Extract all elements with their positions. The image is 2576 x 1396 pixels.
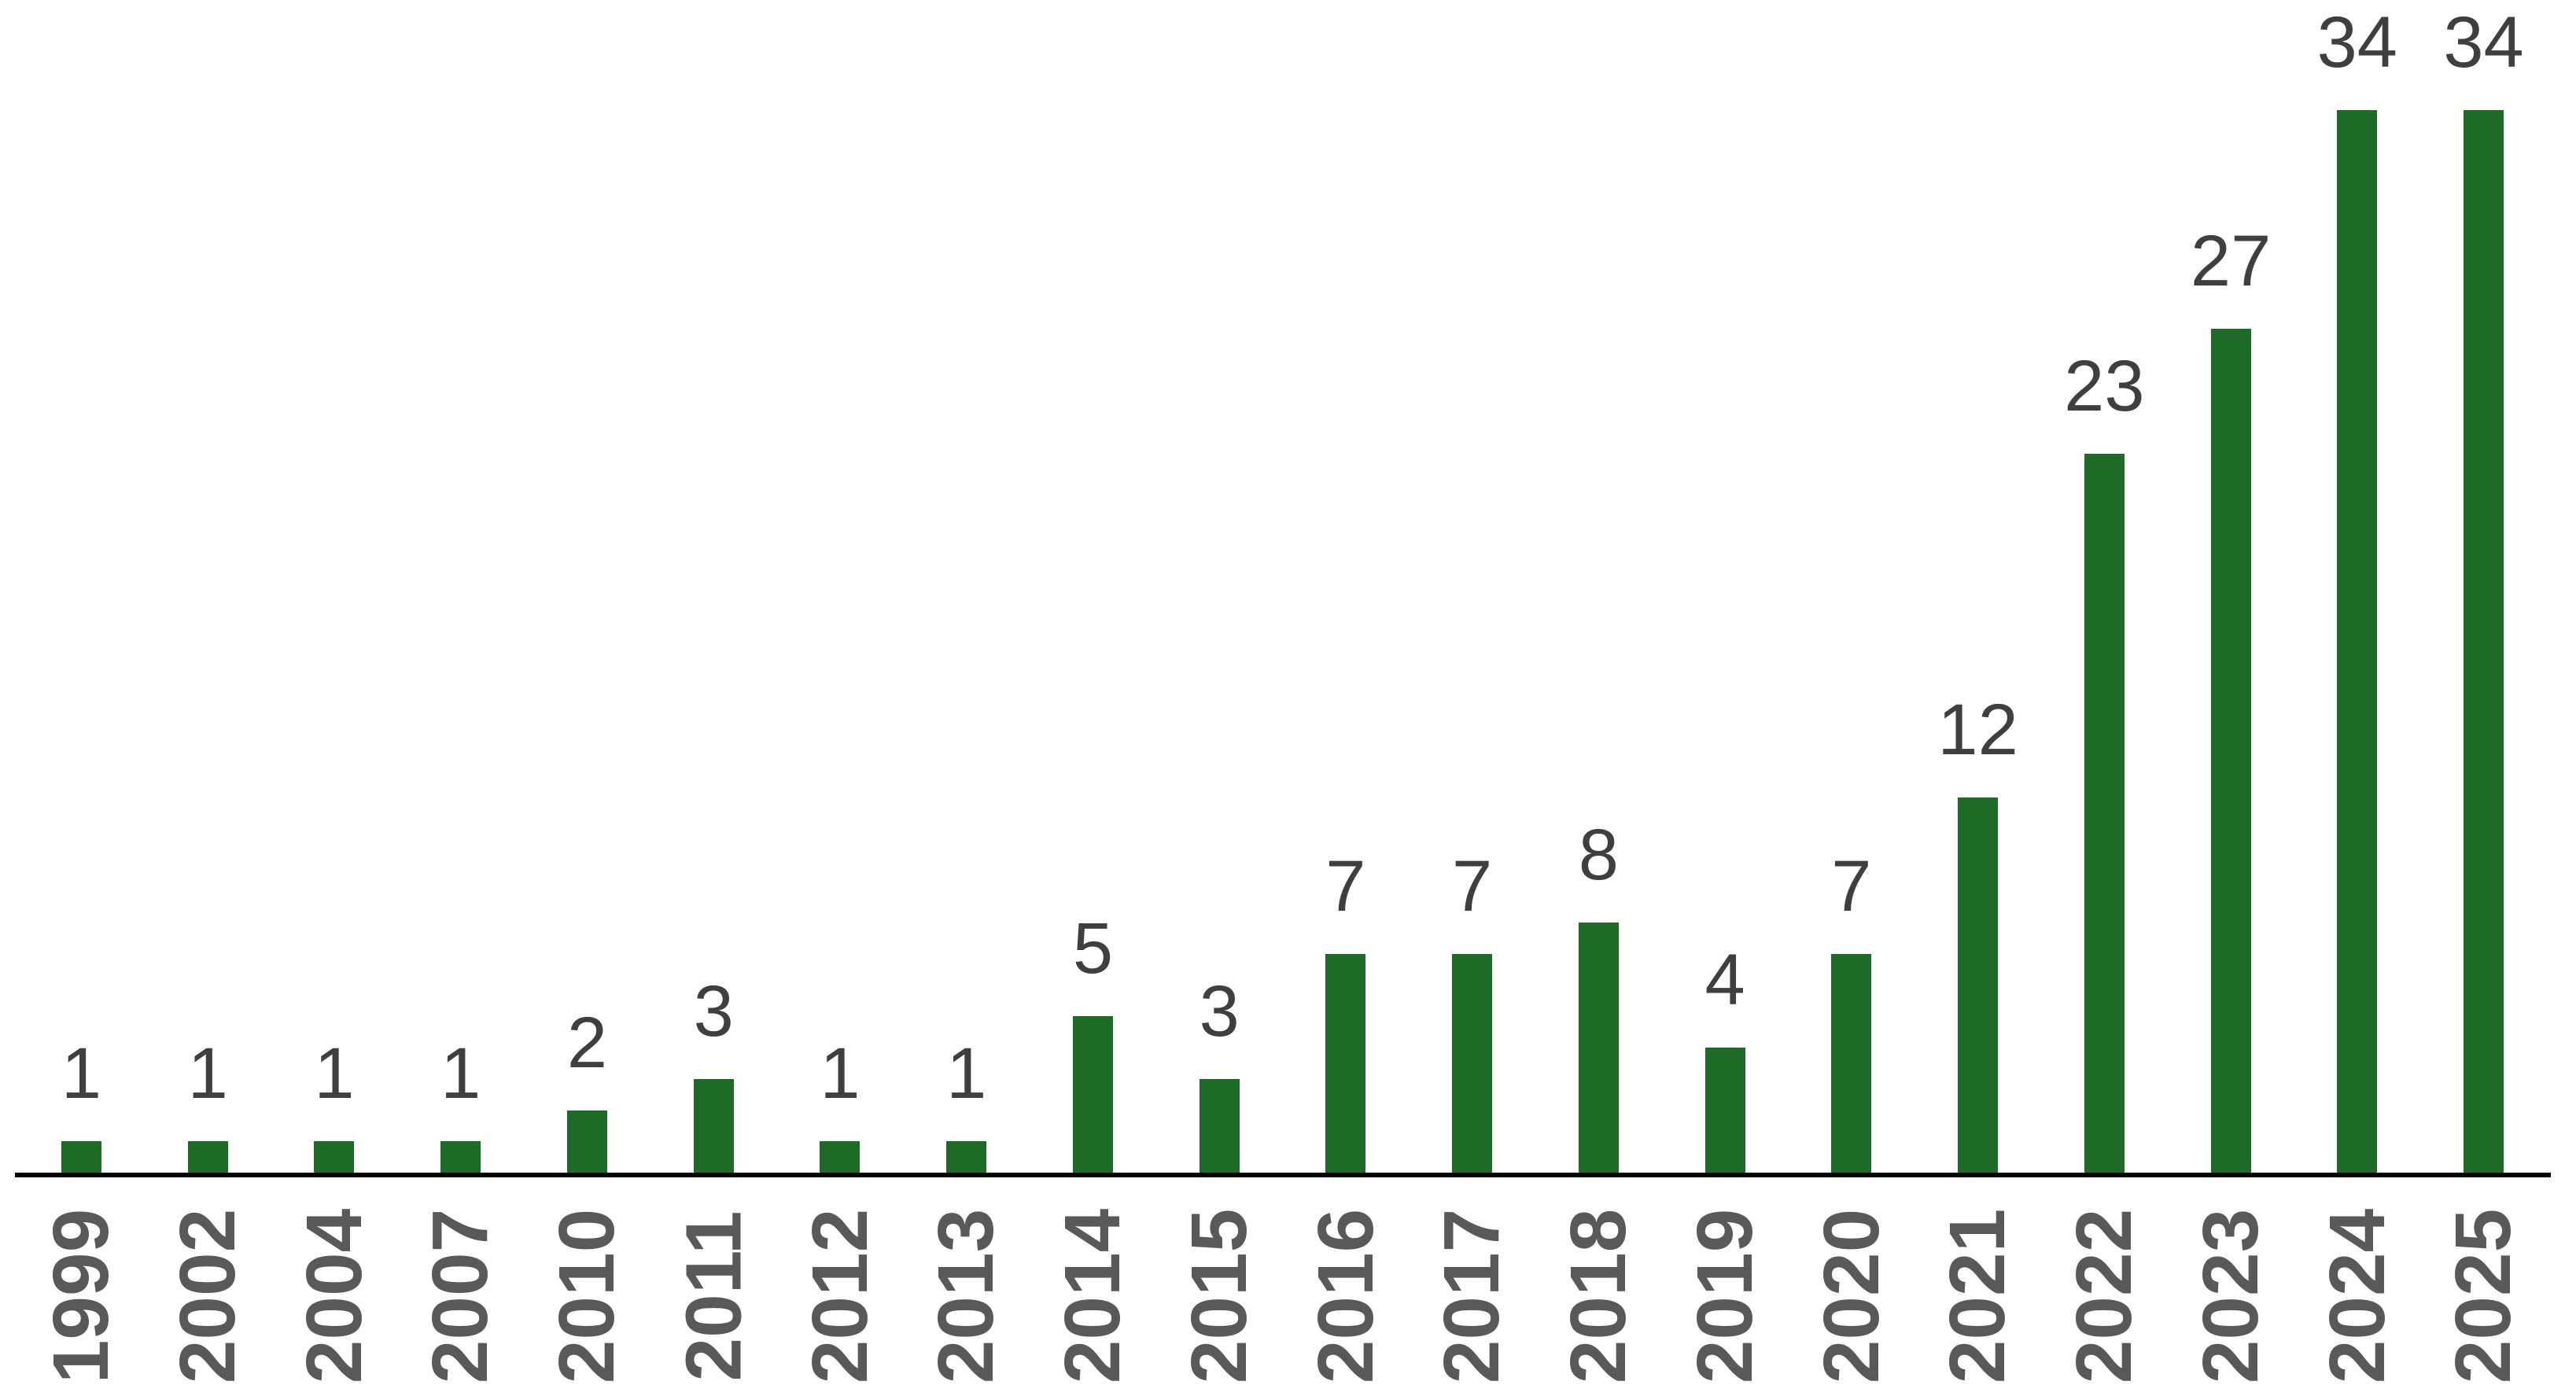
bar-2007 bbox=[440, 1141, 481, 1173]
bar-1999 bbox=[61, 1141, 101, 1173]
x-tick-label: 2022 bbox=[2060, 1208, 2149, 1384]
bar-value-label-2016: 7 bbox=[1325, 846, 1366, 926]
bar-value-label-2015: 3 bbox=[1199, 971, 1240, 1052]
x-tick-label: 2025 bbox=[2439, 1208, 2528, 1384]
bar-2018 bbox=[1578, 923, 1619, 1173]
x-tick-label: 2007 bbox=[416, 1208, 505, 1384]
x-tick-label: 2020 bbox=[1807, 1208, 1896, 1384]
bar-value-label-2019: 4 bbox=[1704, 940, 1745, 1020]
x-tick-2025: 2025 bbox=[2396, 1209, 2572, 1383]
bar-2021 bbox=[1958, 797, 1999, 1173]
x-axis-line bbox=[15, 1173, 2551, 1177]
bar-2013 bbox=[946, 1141, 987, 1173]
bar-value-label-2018: 8 bbox=[1578, 815, 1619, 895]
bar-value-label-2014: 5 bbox=[1072, 908, 1113, 989]
x-tick-label: 2023 bbox=[2187, 1208, 2276, 1384]
x-tick-label: 2019 bbox=[1681, 1208, 1770, 1384]
x-tick-label: 2013 bbox=[922, 1208, 1011, 1384]
bar-2019 bbox=[1704, 1048, 1745, 1173]
bar-2025 bbox=[2464, 110, 2504, 1173]
bar-2022 bbox=[2084, 454, 2125, 1173]
x-tick-label: 2011 bbox=[669, 1210, 758, 1382]
bar-2010 bbox=[566, 1111, 607, 1173]
bar-2020 bbox=[1831, 954, 1872, 1173]
x-tick-label: 2016 bbox=[1301, 1208, 1390, 1384]
x-tick-label: 2021 bbox=[1933, 1208, 2022, 1384]
bar-2014 bbox=[1072, 1016, 1113, 1173]
bar-2012 bbox=[820, 1141, 861, 1173]
bar-value-label-2011: 3 bbox=[693, 971, 734, 1052]
bar-value-label-2013: 1 bbox=[946, 1033, 987, 1114]
x-tick-label: 2004 bbox=[289, 1208, 378, 1384]
bar-2015 bbox=[1199, 1079, 1240, 1173]
bar-2024 bbox=[2337, 110, 2378, 1173]
x-tick-label: 2010 bbox=[543, 1208, 632, 1384]
bar-value-label-2021: 12 bbox=[1937, 690, 2018, 770]
x-tick-label: 2017 bbox=[1428, 1208, 1516, 1384]
bar-value-label-2017: 7 bbox=[1452, 846, 1493, 926]
x-tick-label: 2014 bbox=[1048, 1208, 1137, 1384]
bar-value-label-2002: 1 bbox=[187, 1033, 228, 1114]
bar-value-label-2024: 34 bbox=[2316, 2, 2397, 83]
x-tick-label: 2024 bbox=[2313, 1208, 2401, 1384]
bar-value-label-2023: 27 bbox=[2190, 221, 2272, 301]
bar-value-label-2022: 23 bbox=[2064, 346, 2145, 426]
bar-2017 bbox=[1452, 954, 1493, 1173]
x-tick-label: 2018 bbox=[1554, 1208, 1643, 1384]
x-tick-label: 2015 bbox=[1175, 1208, 1264, 1384]
bar-value-label-2004: 1 bbox=[314, 1033, 355, 1114]
bar-value-label-2010: 2 bbox=[566, 1003, 608, 1083]
bar-2011 bbox=[693, 1079, 734, 1173]
bar-value-label-2025: 34 bbox=[2443, 2, 2524, 83]
x-tick-label: 1999 bbox=[37, 1208, 126, 1384]
bar-value-label-2007: 1 bbox=[440, 1033, 481, 1114]
bar-value-label-1999: 1 bbox=[61, 1033, 102, 1114]
bar-2002 bbox=[187, 1141, 228, 1173]
x-tick-label: 2012 bbox=[795, 1208, 884, 1384]
x-tick-label: 2002 bbox=[164, 1208, 252, 1384]
bar-2004 bbox=[314, 1141, 355, 1173]
bar-2016 bbox=[1325, 954, 1366, 1173]
bar-value-label-2020: 7 bbox=[1831, 846, 1872, 926]
bar-value-label-2012: 1 bbox=[820, 1033, 861, 1114]
bar-2023 bbox=[2210, 329, 2251, 1173]
